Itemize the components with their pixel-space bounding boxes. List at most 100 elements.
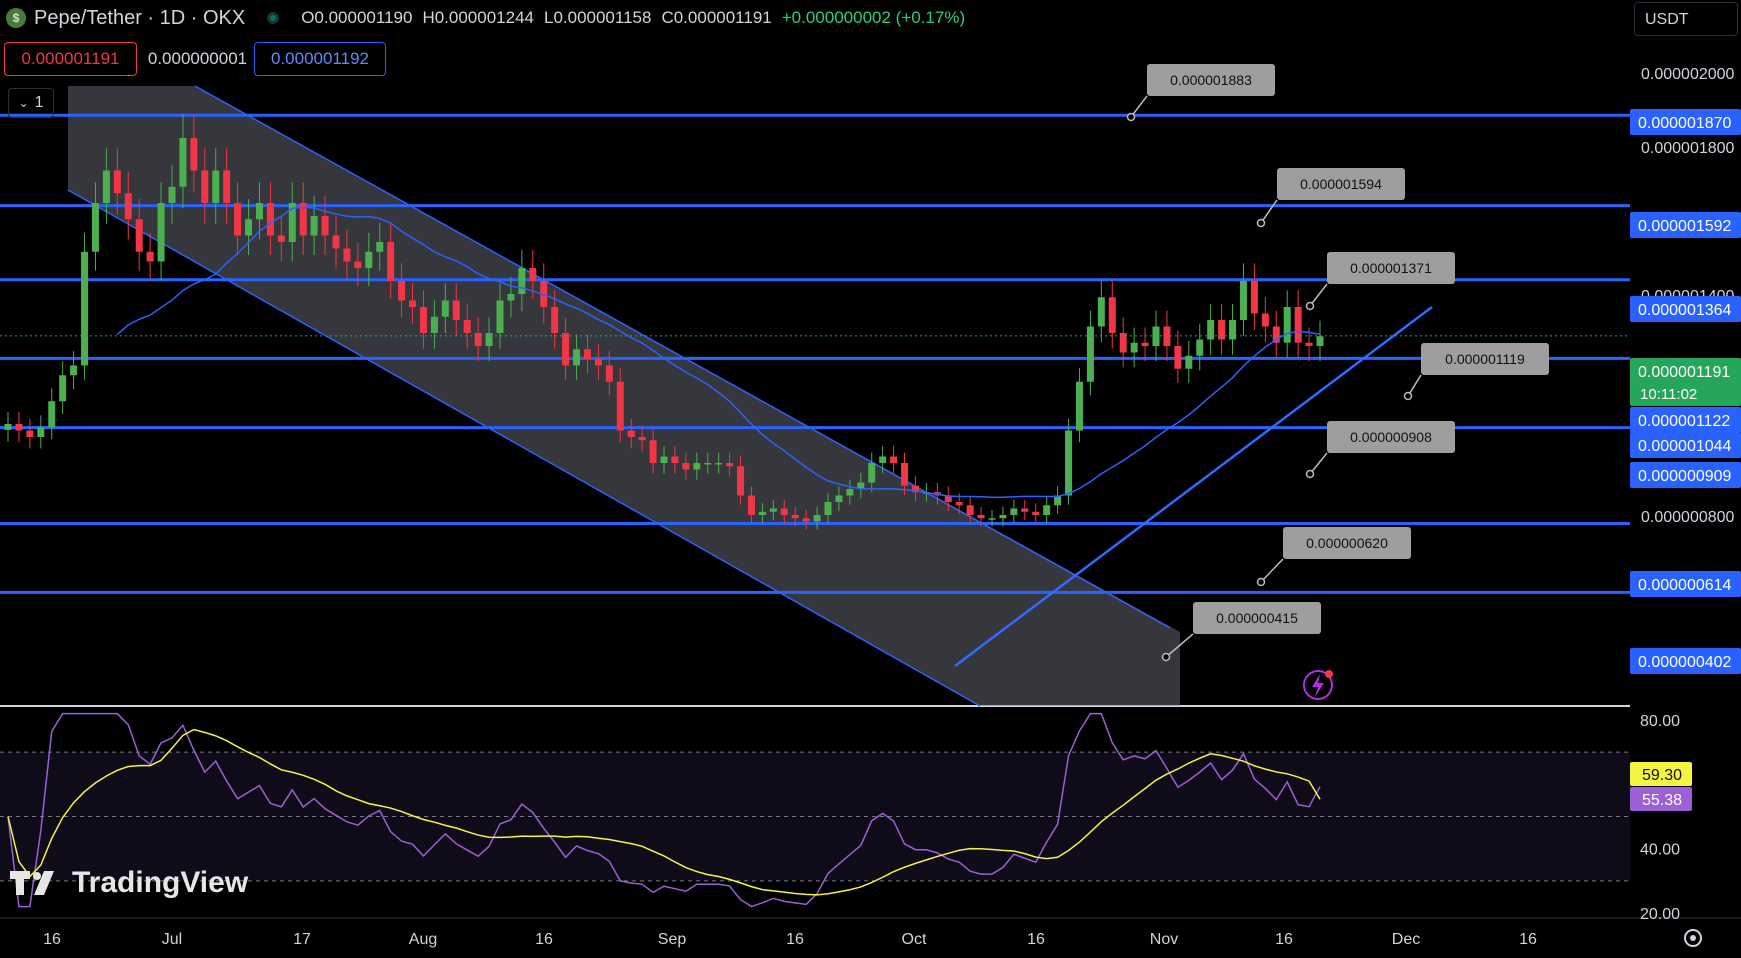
candle-body[interactable] (223, 170, 231, 204)
candle-body[interactable] (583, 349, 591, 359)
candle-body[interactable] (627, 430, 635, 438)
tradingview-logo[interactable]: TradingView (10, 866, 248, 900)
candle-body[interactable] (1108, 297, 1116, 333)
candle-body[interactable] (81, 251, 89, 366)
last-price-badge[interactable] (1630, 358, 1741, 406)
candle-body[interactable] (168, 186, 176, 203)
candle-body[interactable] (1250, 281, 1258, 314)
candle-body[interactable] (1283, 307, 1291, 343)
candle-body[interactable] (1316, 336, 1324, 346)
candle-body[interactable] (988, 518, 996, 520)
price-callout[interactable] (1327, 421, 1455, 453)
candle-body[interactable] (1294, 307, 1302, 343)
candle-body[interactable] (299, 203, 307, 236)
candle-body[interactable] (310, 216, 318, 236)
sell-button[interactable]: 0.000001191 (4, 42, 137, 76)
candle-body[interactable] (660, 456, 668, 464)
candle-body[interactable] (1141, 342, 1149, 346)
candle-body[interactable] (594, 359, 602, 366)
candle-body[interactable] (376, 242, 384, 252)
candle-body[interactable] (704, 463, 712, 465)
candle-body[interactable] (26, 430, 34, 438)
candle-body[interactable] (430, 316, 438, 333)
level-price-badge[interactable] (1630, 296, 1741, 322)
candle-body[interactable] (737, 466, 745, 496)
candle-body[interactable] (682, 463, 690, 470)
candle-body[interactable] (463, 320, 471, 333)
settings-gear-icon[interactable] (1684, 929, 1702, 947)
candle-body[interactable] (266, 203, 274, 236)
candle-body[interactable] (59, 375, 67, 402)
price-callout[interactable] (1421, 343, 1549, 375)
lightning-alert-icon[interactable] (1303, 670, 1333, 700)
candle-body[interactable] (780, 508, 788, 516)
candle-body[interactable] (726, 463, 734, 467)
candle-body[interactable] (48, 401, 56, 428)
candle-body[interactable] (693, 463, 701, 470)
ascending-trendline[interactable] (954, 306, 1433, 667)
candle-body[interactable] (15, 424, 23, 431)
candle-body[interactable] (507, 294, 515, 301)
candle-body[interactable] (605, 365, 613, 382)
rsi-line[interactable] (7, 712, 1321, 908)
candle-body[interactable] (955, 502, 963, 506)
indicator-collapse-button[interactable]: ⌄ 1 (8, 88, 54, 118)
candle-body[interactable] (1097, 297, 1105, 327)
level-price-badge[interactable] (1630, 462, 1741, 488)
candle-body[interactable] (551, 307, 559, 333)
channel-lower-line[interactable] (67, 189, 981, 707)
level-price-badge[interactable] (1630, 571, 1741, 597)
candle-body[interactable] (70, 365, 78, 376)
candle-body[interactable] (212, 170, 220, 204)
candle-body[interactable] (573, 349, 581, 366)
candle-body[interactable] (1130, 342, 1138, 353)
candle-body[interactable] (671, 456, 679, 464)
candle-body[interactable] (343, 248, 351, 262)
level-price-badge[interactable] (1630, 407, 1741, 433)
candle-body[interactable] (966, 505, 974, 515)
candle-body[interactable] (813, 515, 821, 522)
candle-body[interactable] (1196, 339, 1204, 356)
candle-body[interactable] (529, 268, 537, 281)
candle-body[interactable] (977, 515, 985, 519)
candle-body[interactable] (649, 440, 657, 463)
candle-body[interactable] (1229, 320, 1237, 340)
candle-body[interactable] (1065, 430, 1073, 496)
candle-body[interactable] (999, 515, 1007, 519)
level-price-badge[interactable] (1630, 212, 1741, 238)
price-callout[interactable] (1327, 252, 1455, 284)
candle-body[interactable] (758, 511, 766, 515)
price-callout[interactable] (1277, 168, 1405, 200)
candle-body[interactable] (102, 170, 110, 204)
candle-body[interactable] (857, 482, 865, 490)
candle-body[interactable] (1075, 381, 1083, 431)
rsi-ma-line[interactable] (7, 728, 1321, 896)
candle-body[interactable] (1119, 333, 1127, 353)
candle-body[interactable] (1174, 346, 1182, 369)
candle-body[interactable] (157, 203, 165, 262)
candle-body[interactable] (124, 193, 132, 220)
candle-body[interactable] (288, 203, 296, 242)
candle-body[interactable] (879, 456, 887, 464)
candle-body[interactable] (562, 333, 570, 366)
candle-body[interactable] (1185, 355, 1193, 369)
candle-body[interactable] (409, 300, 417, 308)
candle-body[interactable] (1021, 508, 1029, 512)
candle-body[interactable] (1043, 505, 1051, 515)
candle-body[interactable] (890, 456, 898, 464)
candle-body[interactable] (146, 251, 154, 262)
currency-select[interactable]: USDT (1634, 2, 1738, 36)
candle-body[interactable] (474, 333, 482, 346)
candle-body[interactable] (387, 242, 395, 281)
candle-body[interactable] (4, 424, 12, 430)
candle-body[interactable] (190, 138, 198, 171)
candle-body[interactable] (91, 203, 99, 252)
candle-body[interactable] (365, 251, 373, 268)
candle-body[interactable] (321, 216, 329, 236)
candle-body[interactable] (518, 268, 526, 294)
candle-body[interactable] (1054, 495, 1062, 506)
buy-button[interactable]: 0.000001192 (254, 42, 386, 76)
candle-body[interactable] (747, 495, 755, 516)
candle-body[interactable] (245, 219, 253, 236)
